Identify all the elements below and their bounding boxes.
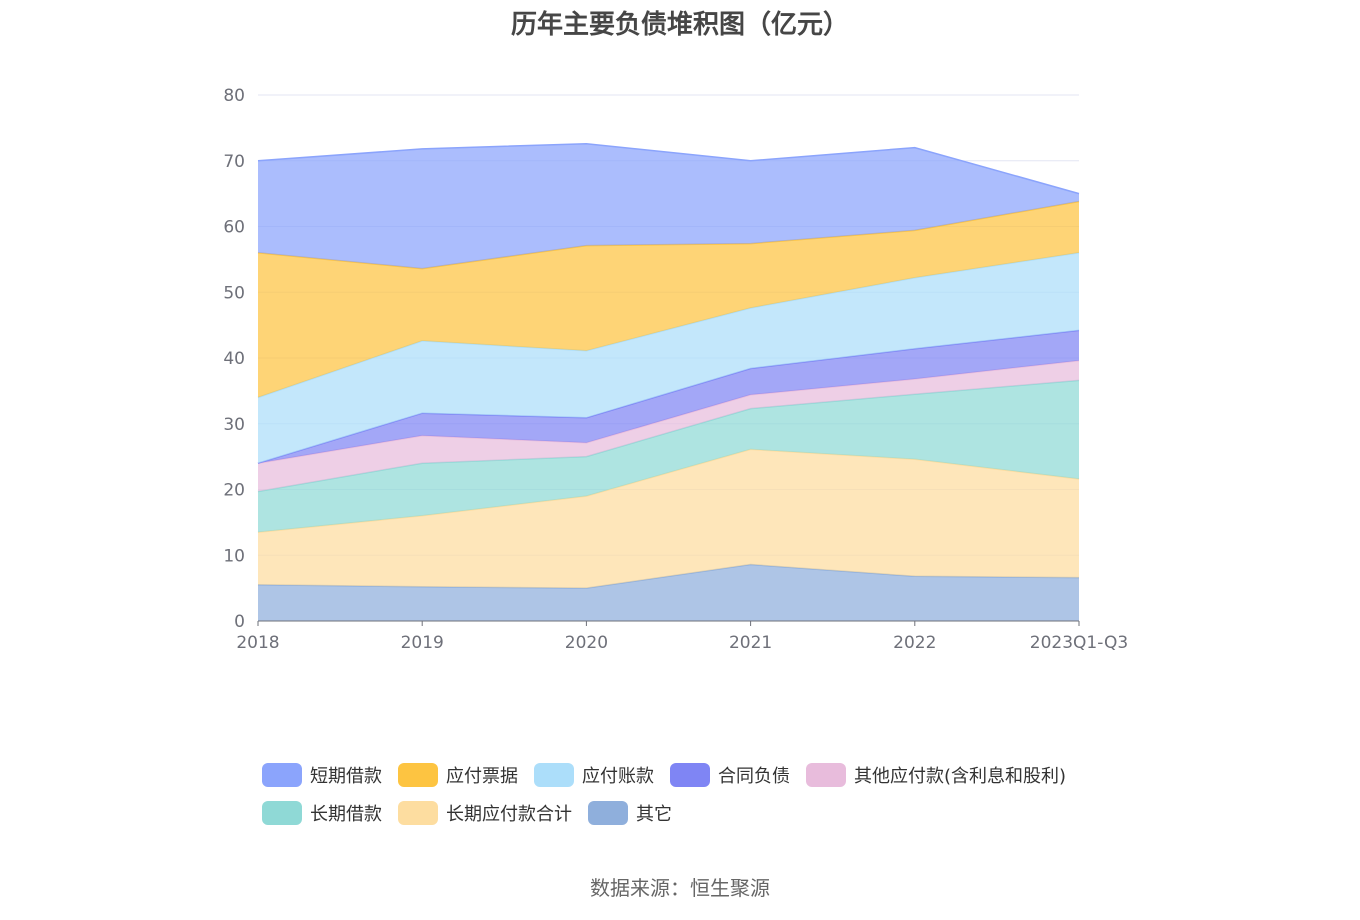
series-area-5 bbox=[258, 252, 1079, 464]
y-tick-label: 20 bbox=[223, 481, 245, 501]
legend-label: 应付账款 bbox=[582, 766, 654, 787]
legend-swatch bbox=[670, 763, 710, 787]
legend-swatch bbox=[262, 801, 302, 825]
legend-row: 短期借款 应付票据 应付账款 合同负债 其他应付款(含利息和股利) bbox=[262, 756, 1122, 794]
legend-label: 长期借款 bbox=[310, 804, 382, 825]
legend-label: 其他应付款(含利息和股利) bbox=[854, 766, 1067, 787]
y-tick-label: 60 bbox=[223, 218, 245, 238]
legend-item[interactable]: 其他应付款(含利息和股利) bbox=[806, 762, 1066, 788]
legend-item[interactable]: 长期借款 bbox=[262, 800, 382, 826]
series-area-1 bbox=[258, 449, 1079, 589]
legend-item[interactable]: 应付票据 bbox=[398, 762, 518, 788]
series-area-4 bbox=[258, 330, 1079, 464]
y-tick-label: 0 bbox=[234, 612, 245, 632]
data-source-note: 数据来源：恒生聚源 bbox=[590, 876, 770, 900]
legend-item[interactable]: 短期借款 bbox=[262, 762, 382, 788]
x-tick-label: 2023Q1-Q3 bbox=[1030, 633, 1128, 653]
series-area-2 bbox=[258, 380, 1079, 533]
x-tick-label: 2019 bbox=[401, 633, 444, 653]
legend-item[interactable]: 长期应付款合计 bbox=[398, 800, 572, 826]
series-area-0 bbox=[258, 564, 1079, 621]
y-tick-label: 30 bbox=[223, 415, 245, 435]
legend-item[interactable]: 其它 bbox=[588, 800, 672, 826]
series-area-7 bbox=[258, 143, 1079, 269]
y-tick-label: 80 bbox=[223, 86, 245, 106]
x-tick-label: 2021 bbox=[729, 633, 772, 653]
legend-swatch bbox=[588, 801, 628, 825]
series-line-7 bbox=[257, 142, 1080, 195]
legend-label: 短期借款 bbox=[310, 766, 382, 787]
chart-legend: 短期借款 应付票据 应付账款 合同负债 其他应付款(含利息和股利) 长期借款 长期应付款合计… bbox=[262, 756, 1122, 832]
legend-row: 长期借款 长期应付款合计 其它 bbox=[262, 794, 1122, 832]
x-tick-label: 2022 bbox=[893, 633, 936, 653]
legend-swatch bbox=[262, 763, 302, 787]
y-tick-label: 10 bbox=[223, 546, 245, 566]
x-tick-label: 2020 bbox=[565, 633, 608, 653]
legend-item[interactable]: 应付账款 bbox=[534, 762, 654, 788]
legend-swatch bbox=[398, 801, 438, 825]
legend-label: 应付票据 bbox=[446, 766, 518, 787]
legend-item[interactable]: 合同负债 bbox=[670, 762, 790, 788]
series-area-3 bbox=[258, 360, 1079, 492]
y-tick-label: 70 bbox=[223, 152, 245, 172]
legend-label: 长期应付款合计 bbox=[446, 804, 572, 825]
legend-swatch bbox=[806, 763, 846, 787]
legend-swatch bbox=[534, 763, 574, 787]
y-tick-label: 40 bbox=[223, 349, 245, 369]
legend-label: 合同负债 bbox=[718, 766, 790, 787]
x-tick-label: 2018 bbox=[236, 633, 279, 653]
legend-label: 其它 bbox=[636, 804, 672, 825]
chart-title: 历年主要负债堆积图（亿元） bbox=[510, 10, 849, 40]
legend-swatch bbox=[398, 763, 438, 787]
y-tick-label: 50 bbox=[223, 283, 245, 303]
series-area-6 bbox=[258, 201, 1079, 398]
